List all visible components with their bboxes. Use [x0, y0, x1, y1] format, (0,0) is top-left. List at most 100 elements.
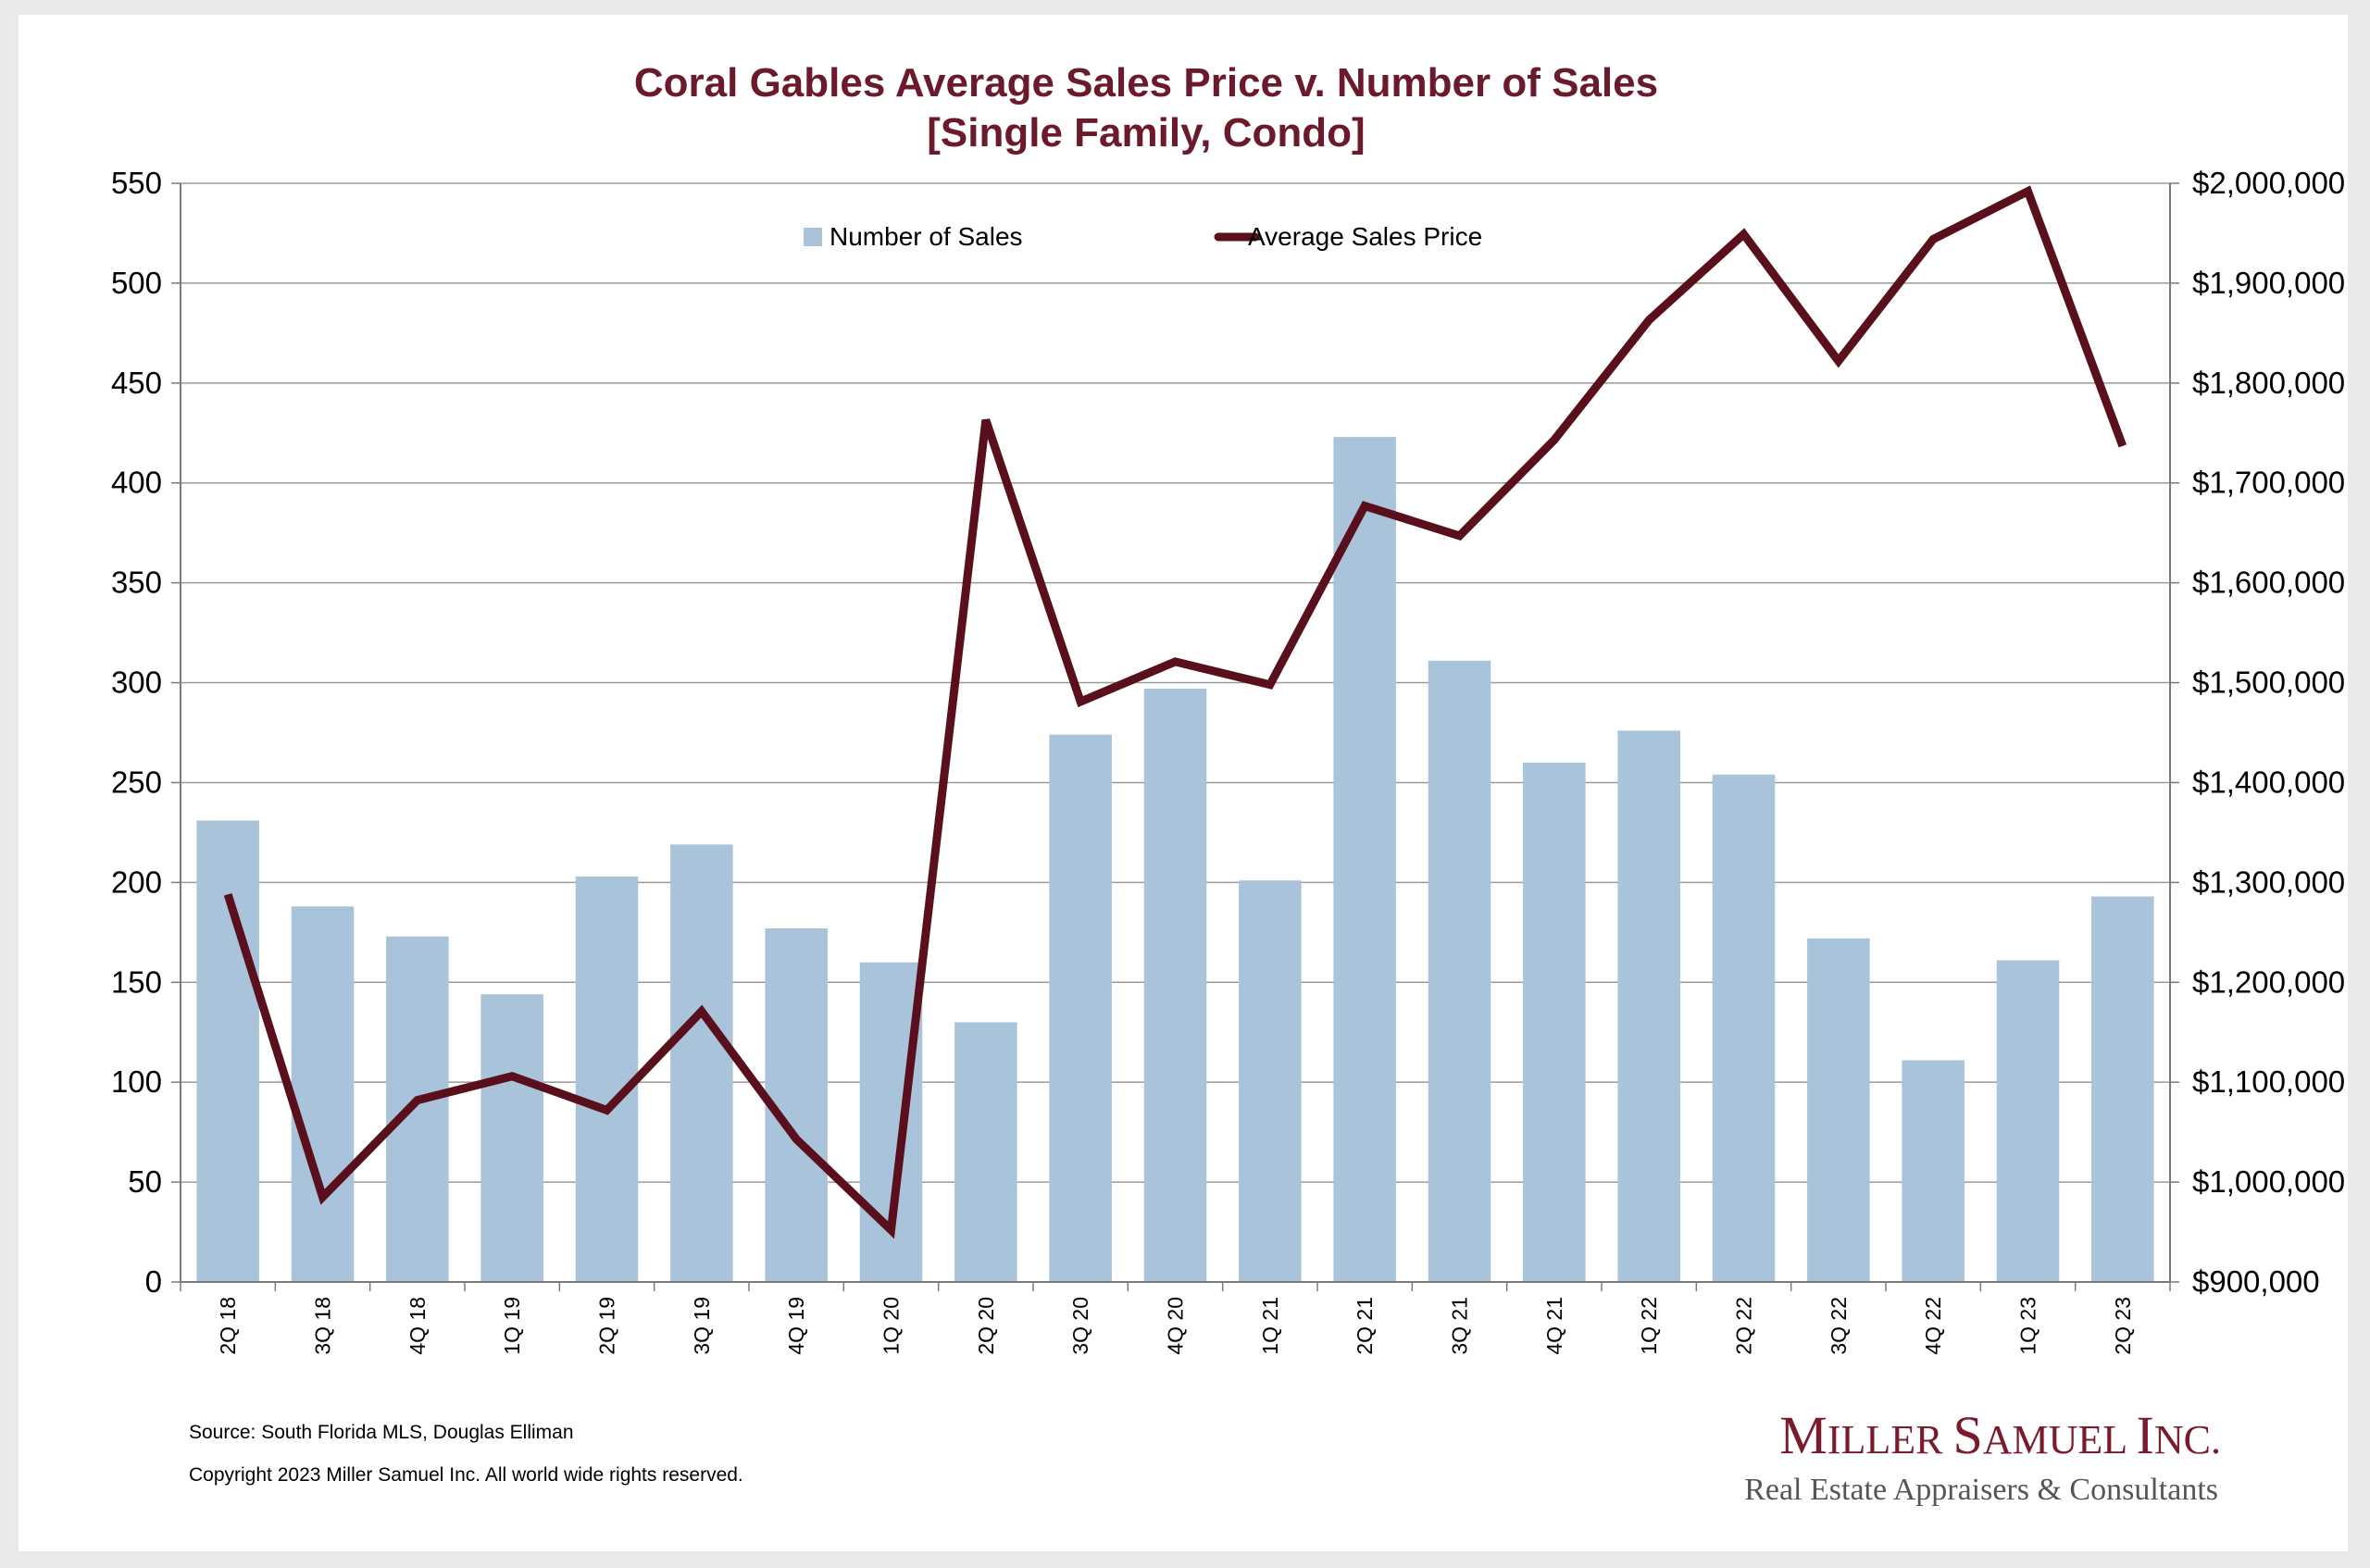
right-axis-ticks: $900,000 $1,000,000 $1,100,000 $1,200,000 $1… [2192, 166, 2345, 1299]
x-tick-label: 2Q 20 [974, 1297, 998, 1355]
left-axis-ticks: 0 50 100 150 200 250 300 350 400 450 500 550 [111, 166, 162, 1299]
x-tick-label: 1Q 20 [879, 1297, 904, 1355]
line-point [985, 419, 987, 421]
x-tick-label: 2Q 18 [216, 1297, 240, 1355]
bar [575, 876, 639, 1282]
x-tick-label: 4Q 19 [784, 1297, 808, 1355]
axes [171, 182, 2179, 1291]
left-tick-label: 50 [128, 1164, 162, 1199]
bar [1239, 880, 1302, 1282]
line-point [1553, 439, 1555, 441]
x-tick-label: 2Q 22 [1732, 1297, 1756, 1355]
chart-card: Coral Gables Average Sales Price v. Numb… [19, 15, 2348, 1551]
left-tick-label: 150 [111, 964, 162, 999]
line-point [1648, 319, 1650, 321]
bar [670, 844, 733, 1282]
line-point [891, 1229, 892, 1231]
bar [386, 936, 449, 1282]
left-tick-label: 500 [111, 266, 162, 300]
bar [1333, 437, 1396, 1282]
bar [954, 1022, 1017, 1282]
bar [1143, 689, 1207, 1282]
left-tick-label: 100 [111, 1064, 162, 1099]
line-point [227, 893, 229, 895]
bar [1807, 938, 1870, 1282]
x-tick-label: 1Q 21 [1258, 1297, 1282, 1355]
line-point [1175, 661, 1176, 663]
line-point [417, 1100, 418, 1101]
bar [1617, 730, 1680, 1282]
line-point [1743, 233, 1744, 235]
x-tick-label: 2Q 19 [595, 1297, 619, 1355]
source-note: Source: South Florida MLS, Douglas Ellim… [189, 1422, 574, 1443]
line-point [1459, 535, 1460, 537]
logo-tagline: Real Estate Appraisers & Consultants [1744, 1473, 2218, 1507]
legend-bar-label: Number of Sales [830, 222, 1023, 251]
right-tick-label: $1,700,000 [2192, 466, 2345, 500]
right-tick-label: $1,300,000 [2192, 865, 2345, 899]
line-point [701, 1011, 703, 1013]
x-tick-label: 4Q 21 [1542, 1297, 1566, 1355]
bar [1902, 1060, 1965, 1282]
x-tick-label: 1Q 22 [1637, 1297, 1661, 1355]
x-tick-label: 1Q 23 [2016, 1297, 2040, 1355]
right-tick-label: $1,100,000 [2192, 1064, 2345, 1099]
line-series [223, 185, 2127, 1239]
left-tick-label: 450 [111, 366, 162, 400]
x-tick-label: 3Q 21 [1448, 1297, 1472, 1355]
line-point [1838, 360, 1840, 362]
bar-series [196, 437, 2154, 1282]
copyright-note: Copyright 2023 Miller Samuel Inc. All wo… [189, 1464, 743, 1486]
right-tick-label: $1,000,000 [2192, 1164, 2345, 1199]
bar [291, 906, 355, 1282]
x-tick-label: 3Q 20 [1068, 1297, 1092, 1355]
x-tick-label: 2Q 21 [1353, 1297, 1377, 1355]
left-tick-label: 300 [111, 666, 162, 700]
logo-wordmark: MILLER SAMUEL INC. [1779, 1405, 2221, 1465]
right-tick-label: $1,900,000 [2192, 266, 2345, 300]
right-tick-label: $900,000 [2192, 1264, 2320, 1299]
line-point [1079, 701, 1081, 703]
right-tick-label: $1,800,000 [2192, 366, 2345, 400]
bar [1712, 774, 1776, 1282]
x-tick-label: 1Q 19 [500, 1297, 524, 1355]
line-point [1932, 238, 1934, 240]
bar [1049, 734, 1112, 1282]
line-point [1364, 505, 1366, 507]
left-tick-label: 550 [111, 166, 162, 200]
chart-subtitle: [Single Family, Condo] [927, 110, 1365, 156]
x-tick-label: 3Q 22 [1827, 1297, 1851, 1355]
line-point [322, 1196, 323, 1198]
right-tick-label: $1,500,000 [2192, 666, 2345, 700]
right-tick-label: $1,200,000 [2192, 964, 2345, 999]
line-point [606, 1109, 607, 1111]
bar [480, 994, 543, 1282]
x-axis-ticks: 2Q 18 3Q 18 4Q 18 1Q 19 2Q 19 3Q 19 4Q 19 1Q 20… [216, 1297, 2135, 1355]
bar [2091, 896, 2154, 1282]
company-logo: MILLER SAMUEL INC. Real Estate Appraiser… [1744, 1405, 2221, 1507]
bar [1428, 660, 1491, 1282]
legend-bar-swatch [804, 228, 822, 246]
bar [196, 820, 259, 1282]
left-tick-label: 250 [111, 765, 162, 799]
bar [1523, 762, 1586, 1282]
line-point [2122, 445, 2124, 447]
x-tick-label: 3Q 18 [311, 1297, 335, 1355]
left-tick-label: 0 [145, 1264, 162, 1299]
bar [1996, 960, 2060, 1282]
chart-title: Coral Gables Average Sales Price v. Numb… [634, 60, 1658, 106]
x-tick-label: 3Q 19 [690, 1297, 714, 1355]
x-tick-label: 4Q 22 [1921, 1297, 1945, 1355]
x-tick-label: 4Q 20 [1164, 1297, 1188, 1355]
right-tick-label: $2,000,000 [2192, 166, 2345, 200]
line-point [2027, 191, 2028, 193]
right-tick-label: $1,600,000 [2192, 566, 2345, 600]
left-tick-label: 200 [111, 865, 162, 899]
x-tick-label: 2Q 23 [2111, 1297, 2135, 1355]
left-tick-label: 400 [111, 466, 162, 500]
legend: Number of Sales Average Sales Price [804, 222, 1482, 251]
left-tick-label: 350 [111, 566, 162, 600]
legend-line-label: Average Sales Price [1248, 222, 1482, 251]
line-point [1269, 684, 1271, 686]
chart: Coral Gables Average Sales Price v. Numb… [111, 60, 2345, 1507]
